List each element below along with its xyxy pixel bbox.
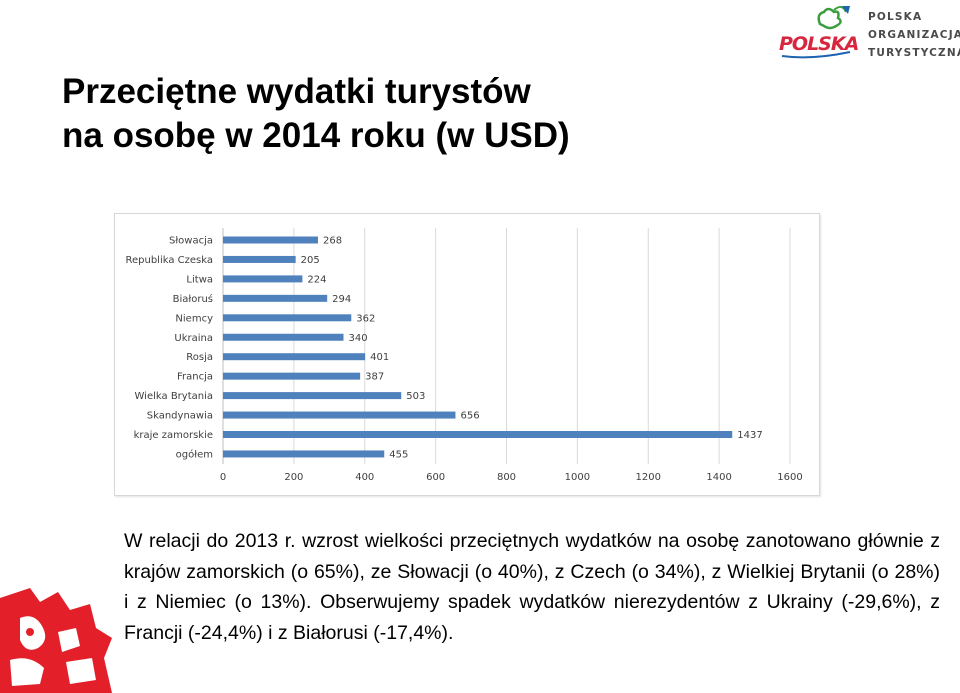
- bar: [223, 255, 296, 263]
- category-label: Ukraina: [174, 333, 213, 344]
- logo-line: POLSKA: [868, 11, 923, 23]
- bar: [223, 411, 456, 419]
- logo-brand-text: POLSKA: [779, 33, 858, 55]
- x-tick-label: 1400: [706, 472, 731, 483]
- decorative-poster-art: [0, 588, 112, 693]
- data-label: 1437: [737, 430, 762, 441]
- data-label: 401: [370, 352, 389, 363]
- bar: [223, 431, 733, 438]
- bar: [223, 294, 328, 302]
- x-tick-label: 400: [355, 472, 374, 483]
- logo-org-name: POLSKA ORGANIZACJA TURYSTYCZNA: [868, 8, 960, 62]
- polska-logo: POLSKA POLSKA ORGANIZACJA TURYSTYCZNA: [776, 4, 960, 60]
- bar: [223, 333, 344, 341]
- bar: [223, 353, 366, 361]
- logo-line: TURYSTYCZNA: [868, 47, 960, 59]
- bar: [223, 372, 361, 380]
- bar: [223, 392, 402, 400]
- category-label: Rosja: [186, 352, 213, 363]
- category-label: Litwa: [186, 274, 213, 285]
- data-label: 656: [460, 411, 479, 422]
- category-label: Republika Czeska: [126, 255, 214, 266]
- data-label: 224: [307, 274, 326, 285]
- page-title-line: Przeciętne wydatki turystów: [62, 72, 531, 111]
- category-label: Skandynawia: [147, 411, 213, 422]
- bar: [223, 275, 303, 283]
- bar: [223, 450, 385, 458]
- x-tick-label: 1600: [777, 472, 802, 483]
- category-label: Białoruś: [173, 293, 213, 305]
- data-label: 340: [348, 333, 367, 344]
- x-tick-label: 1200: [636, 472, 661, 483]
- category-label: Słowacja: [169, 236, 213, 247]
- polska-logo-icon: POLSKA: [779, 6, 858, 59]
- x-tick-label: 600: [426, 472, 445, 483]
- category-label: Wielka Brytania: [135, 391, 213, 402]
- page-title: Przeciętne wydatki turystów na osobę w 2…: [62, 70, 570, 158]
- x-tick-label: 0: [220, 472, 226, 483]
- bar: [223, 236, 318, 244]
- category-label: kraje zamorskie: [134, 430, 213, 441]
- bar: [223, 314, 352, 322]
- data-label: 294: [332, 294, 351, 305]
- page-title-line: na osobę w 2014 roku (w USD): [62, 116, 570, 155]
- category-label: ogółem: [176, 448, 213, 460]
- data-label: 503: [406, 391, 425, 402]
- data-label: 387: [365, 372, 384, 383]
- category-label: Francja: [177, 372, 213, 383]
- bar-chart-svg: 0 200 400 600 800 1000 1200 1400 1600 Słowacja 268…: [126, 228, 803, 483]
- x-tick-label: 800: [497, 472, 516, 483]
- data-label: 268: [323, 236, 342, 247]
- x-tick-label: 1000: [565, 472, 590, 483]
- data-label: 205: [301, 255, 320, 266]
- logo-line: ORGANIZACJA: [868, 29, 960, 41]
- category-label: Niemcy: [175, 313, 213, 324]
- data-label: 455: [389, 449, 408, 460]
- data-label: 362: [356, 313, 375, 324]
- x-tick-label: 200: [284, 472, 303, 483]
- bar-chart: 0 200 400 600 800 1000 1200 1400 1600 Słowacja 268…: [114, 213, 820, 496]
- description-text: W relacji do 2013 r. wzrost wielkości pr…: [124, 530, 940, 644]
